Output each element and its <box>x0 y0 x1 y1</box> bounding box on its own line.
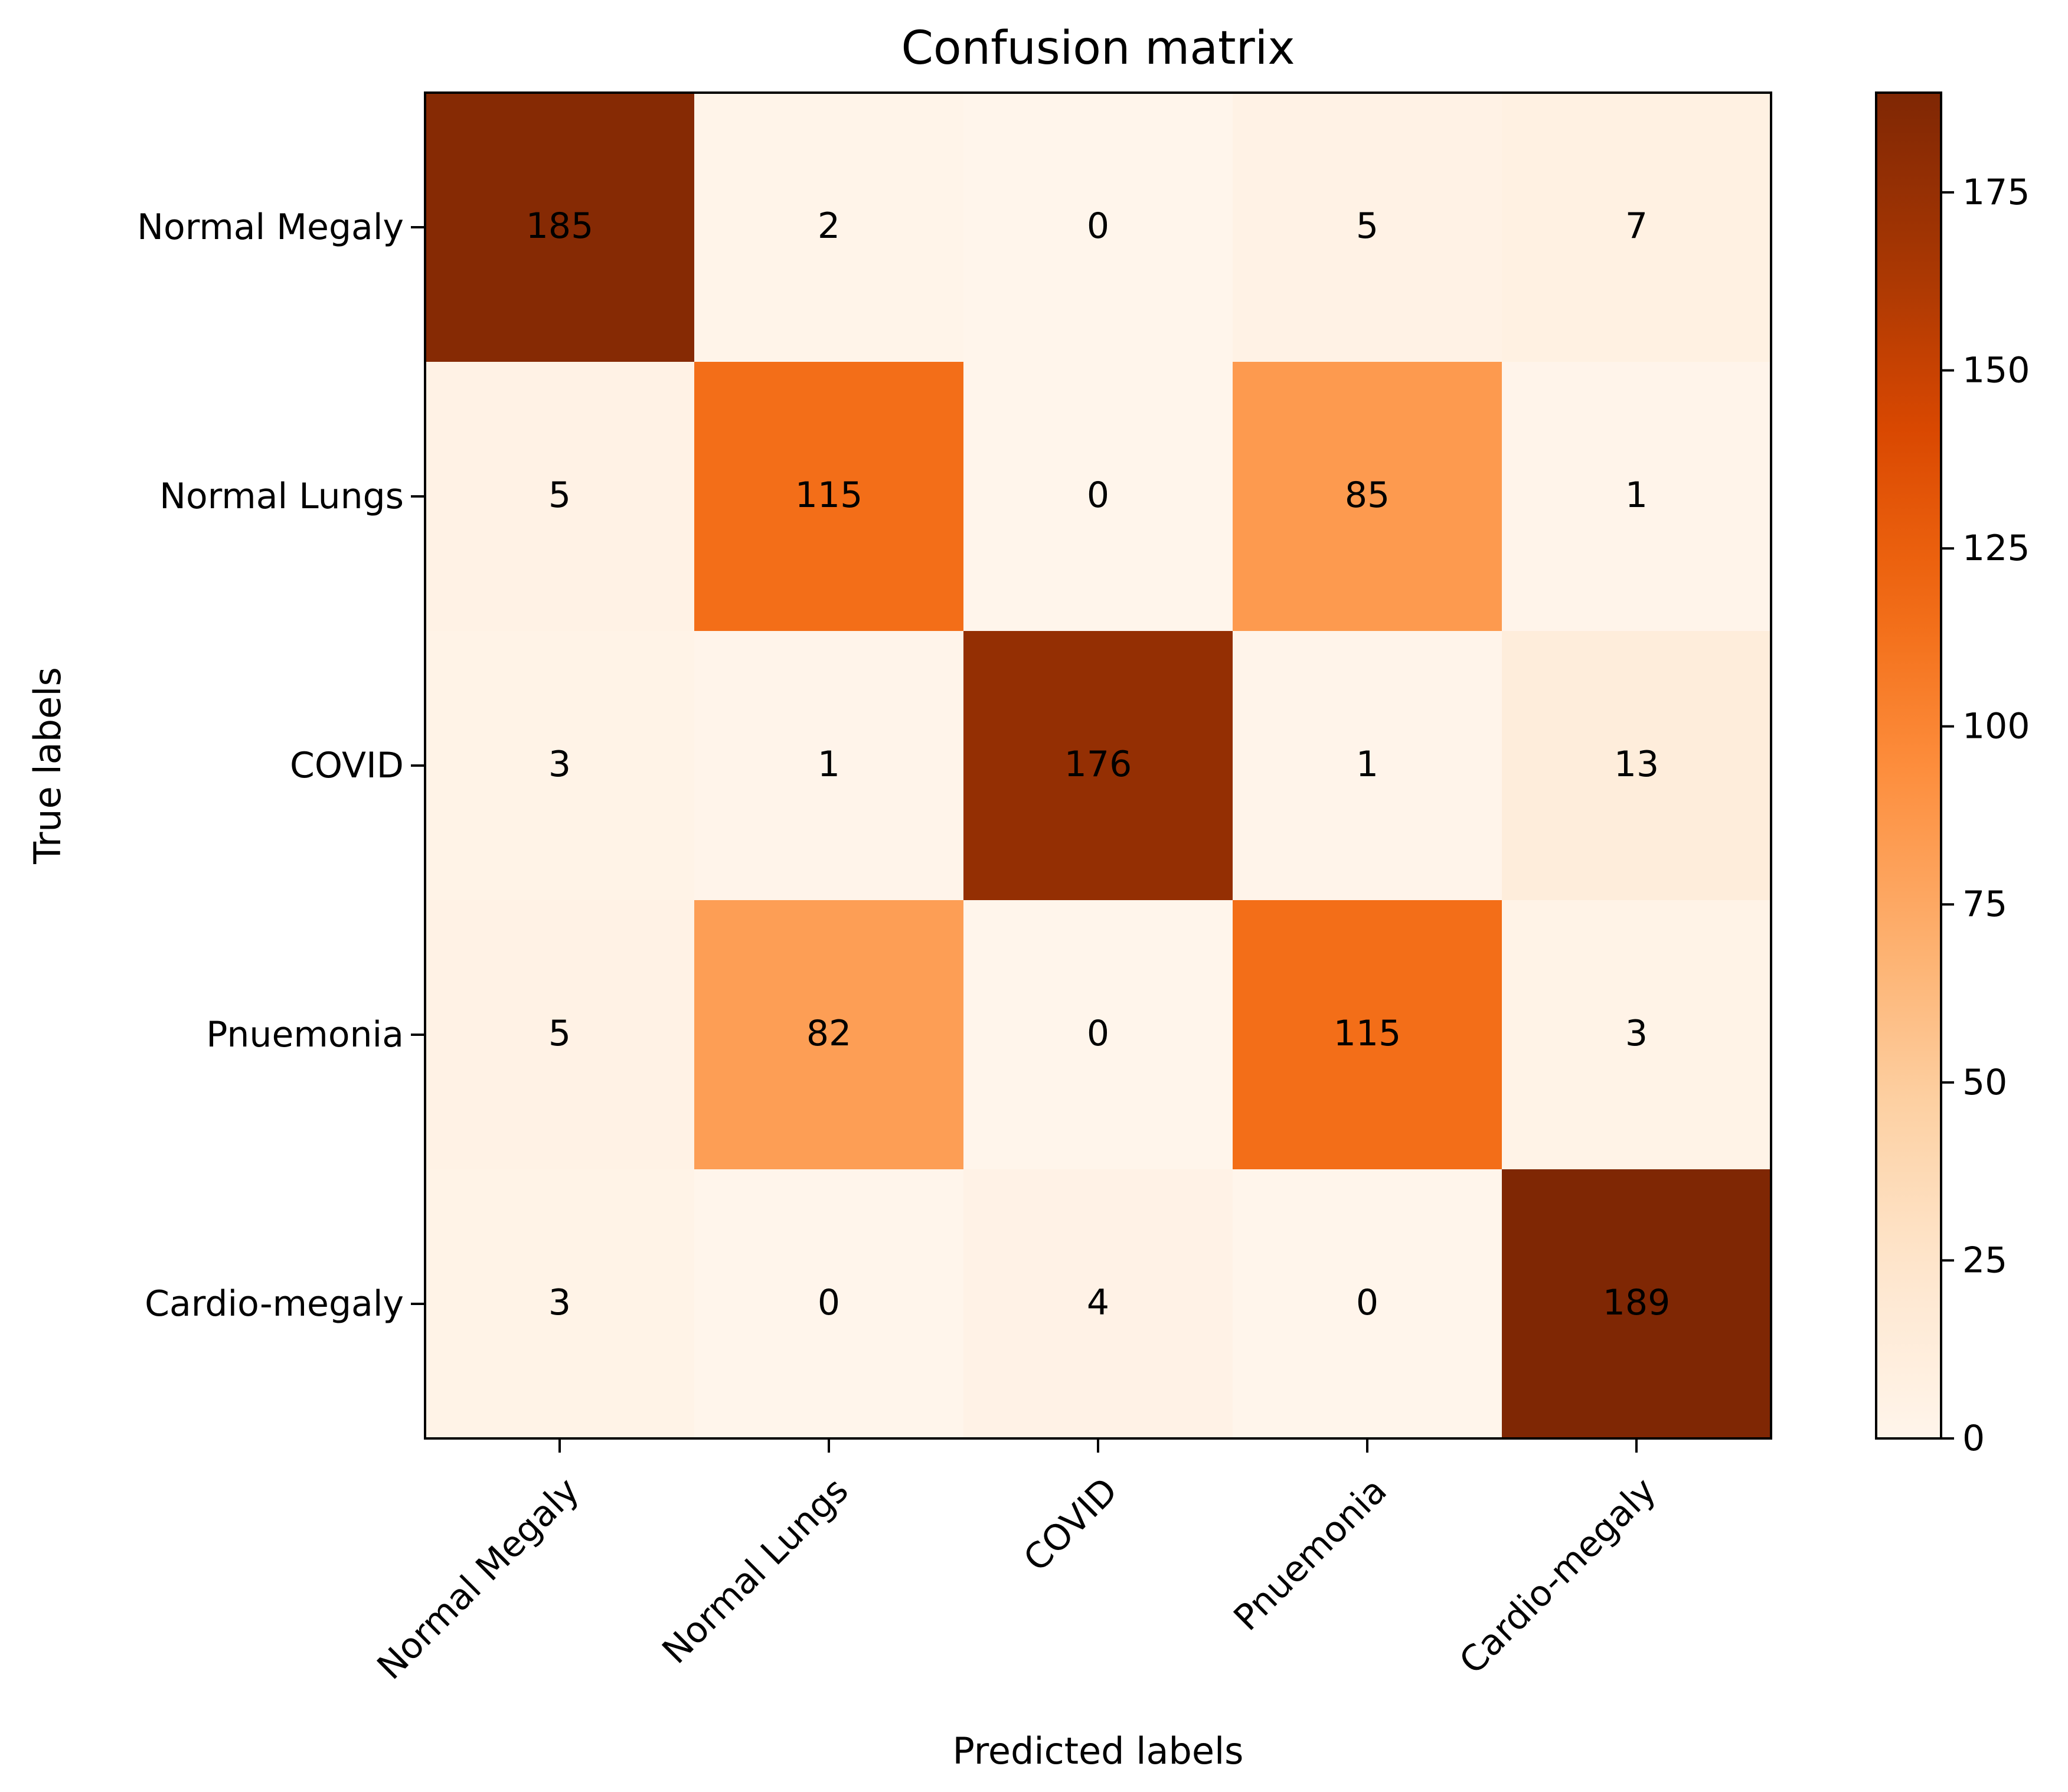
colorbar-tick-label: 175 <box>1962 172 2030 213</box>
cell-value-labels: 185 2 0 5 75 115 0 85 13 1 176 1 135 82 0 115 33 0 4 0 189 <box>526 205 1671 1323</box>
y-axis-ticks: Normal Megaly Normal Lungs COVID Pnuemonia C… <box>137 207 425 1325</box>
heatmap-cell <box>963 900 1233 1170</box>
heatmap-cell <box>1502 1169 1772 1439</box>
cell-value-label: 82 <box>806 1013 851 1054</box>
cell-value-label: 13 <box>1614 744 1659 785</box>
cell-value-label: 185 <box>526 205 594 247</box>
heatmap-cell <box>1233 93 1502 362</box>
heatmap-cell <box>694 362 964 632</box>
heatmap-cell <box>694 1169 964 1439</box>
heatmap-cell <box>425 93 695 362</box>
y-tick-label: Normal Megaly <box>137 207 404 248</box>
cell-value-label: 4 <box>1087 1282 1109 1323</box>
heatmap-cell <box>694 631 964 901</box>
heatmap-cell <box>1233 631 1502 901</box>
cell-value-label: 0 <box>1087 475 1109 516</box>
colorbar-tick-label: 150 <box>1962 349 2030 391</box>
heatmap-cell <box>1502 362 1772 632</box>
colorbar-tick-label: 125 <box>1962 528 2030 569</box>
cell-value-label: 7 <box>1625 205 1648 247</box>
heatmap-cell <box>694 900 964 1170</box>
cell-value-label: 0 <box>818 1282 840 1323</box>
y-tick-label: COVID <box>290 745 404 786</box>
heatmap-cell <box>694 93 964 362</box>
cell-value-label: 1 <box>818 744 840 785</box>
heatmap-cell <box>963 631 1233 901</box>
cell-value-label: 189 <box>1603 1282 1671 1323</box>
cell-value-label: 0 <box>1356 1282 1378 1323</box>
heatmap-cell <box>963 93 1233 362</box>
cell-value-label: 0 <box>1087 1013 1109 1054</box>
y-tick-label: Normal Lungs <box>159 476 404 517</box>
x-tick-label: COVID <box>1016 1470 1126 1580</box>
heatmap-cell <box>425 362 695 632</box>
heatmap-cell <box>1233 1169 1502 1439</box>
heatmap-cell <box>425 1169 695 1439</box>
heatmap-cell <box>1233 362 1502 632</box>
cell-value-label: 3 <box>1625 1013 1648 1054</box>
cell-value-label: 1 <box>1356 744 1378 785</box>
x-tick-label: Normal Megaly <box>370 1470 587 1688</box>
x-tick-label: Normal Lungs <box>655 1470 857 1672</box>
heatmap-cell <box>1502 900 1772 1170</box>
cell-value-label: 115 <box>1334 1013 1401 1054</box>
heatmap-cell <box>963 362 1233 632</box>
x-tick-label: Pnuemonia <box>1226 1470 1395 1639</box>
x-axis-label: Predicted labels <box>952 1729 1243 1773</box>
heatmap-cell <box>425 631 695 901</box>
heatmap-cell <box>1502 93 1772 362</box>
heatmap-cell <box>963 1169 1233 1439</box>
cell-value-label: 3 <box>548 744 571 785</box>
heatmap-cell <box>425 900 695 1170</box>
cell-value-label: 2 <box>818 205 840 247</box>
heatmap-cell <box>1233 900 1502 1170</box>
cell-value-label: 0 <box>1087 205 1109 247</box>
heatmap-cells <box>425 93 1772 1439</box>
cell-value-label: 85 <box>1345 475 1390 516</box>
y-axis-label: True labels <box>26 667 69 865</box>
chart-title: Confusion matrix <box>901 22 1295 75</box>
cell-value-label: 5 <box>548 1013 571 1054</box>
colorbar-ticks: 0 25 50 75 100 125 150 175 <box>1941 172 2030 1459</box>
heatmap-cell <box>1502 631 1772 901</box>
colorbar-tick-label: 25 <box>1962 1240 2007 1281</box>
y-tick-label: Pnuemonia <box>206 1014 404 1055</box>
y-tick-label: Cardio-megaly <box>145 1283 404 1325</box>
colorbar-tick-label: 50 <box>1962 1062 2007 1103</box>
cell-value-label: 1 <box>1625 475 1648 516</box>
cell-value-label: 176 <box>1064 744 1132 785</box>
x-axis-ticks: Normal Megaly Normal Lungs COVID Pnuemonia C… <box>370 1438 1664 1688</box>
cell-value-label: 115 <box>795 475 863 516</box>
colorbar <box>1875 91 1942 1440</box>
x-tick-label: Cardio-megaly <box>1452 1470 1664 1682</box>
cell-value-label: 5 <box>1356 205 1378 247</box>
colorbar-tick-label: 100 <box>1962 706 2030 747</box>
cell-value-label: 5 <box>548 475 571 516</box>
cell-value-label: 3 <box>548 1282 571 1323</box>
colorbar-tick-label: 0 <box>1962 1418 1985 1459</box>
colorbar-tick-label: 75 <box>1962 884 2007 925</box>
